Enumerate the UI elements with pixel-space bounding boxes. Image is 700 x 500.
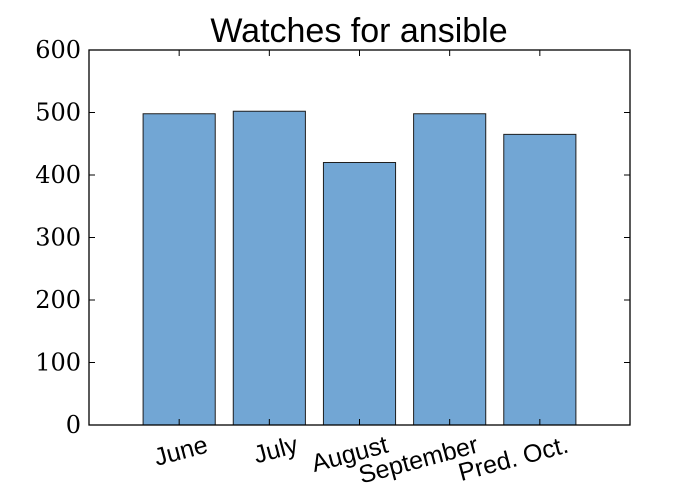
bar-june — [142, 113, 216, 426]
y-tick-label: 400 — [35, 161, 81, 189]
bar-september — [413, 113, 487, 426]
y-tick-label: 500 — [35, 99, 81, 127]
y-tick-label: 100 — [35, 349, 81, 377]
y-tick-label: 300 — [35, 224, 81, 252]
y-tick-label: 200 — [35, 286, 81, 314]
y-tick-labels: 0 100 200 300 400 500 600 — [35, 36, 81, 439]
bars-layer — [142, 110, 577, 426]
y-tick-label: 600 — [35, 36, 81, 64]
ticks-layer — [89, 50, 630, 425]
y-tick-label: 0 — [66, 411, 81, 439]
x-tick-label: June — [151, 431, 211, 472]
bar-pred-oct — [503, 133, 577, 426]
chart-title: Watches for ansible — [210, 12, 507, 50]
bar-august — [322, 162, 397, 426]
plot-frame — [88, 49, 631, 426]
x-tick-label: July — [251, 431, 302, 470]
bar-july — [232, 110, 306, 426]
